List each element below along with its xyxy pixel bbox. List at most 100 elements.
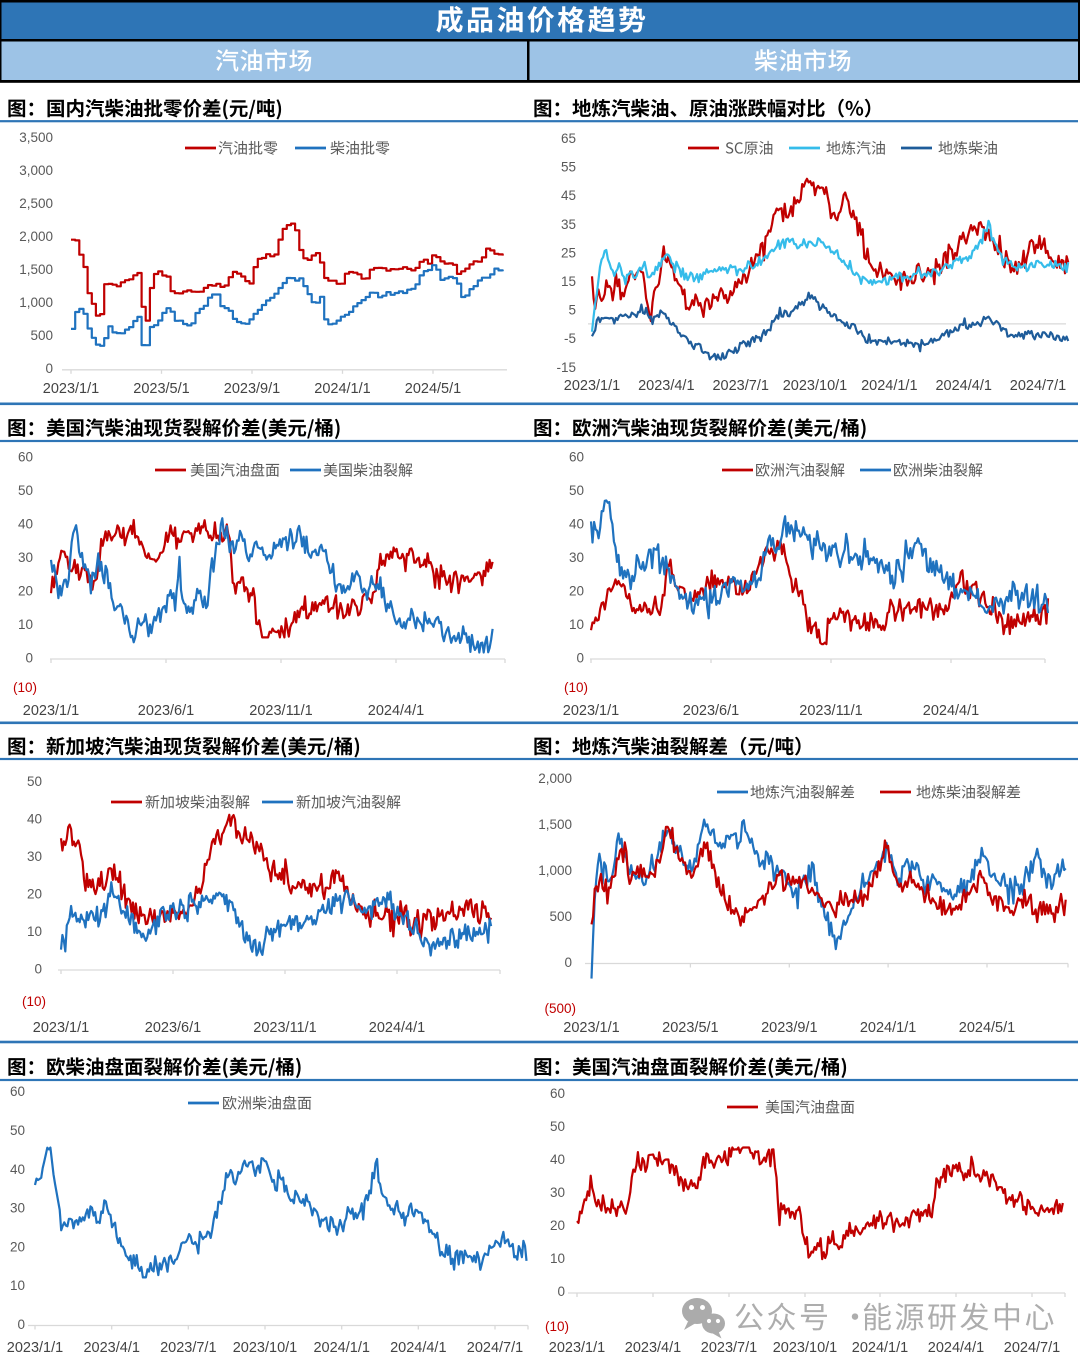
svg-text:3,000: 3,000 — [19, 163, 53, 178]
svg-text:60: 60 — [550, 1086, 565, 1101]
svg-text:2024/1/1: 2024/1/1 — [314, 381, 370, 397]
svg-text:2,000: 2,000 — [19, 229, 53, 244]
svg-text:15: 15 — [561, 274, 576, 289]
svg-text:40: 40 — [569, 517, 584, 532]
svg-text:(10): (10) — [22, 994, 46, 1009]
svg-text:(10): (10) — [13, 680, 37, 695]
svg-text:60: 60 — [10, 1084, 25, 1099]
svg-text:(500): (500) — [544, 1001, 576, 1016]
svg-text:40: 40 — [27, 812, 42, 827]
svg-text:2023/9/1: 2023/9/1 — [224, 381, 280, 397]
svg-text:2024/4/1: 2024/4/1 — [369, 1020, 425, 1036]
svg-text:2023/6/1: 2023/6/1 — [138, 703, 194, 719]
svg-text:2023/4/1: 2023/4/1 — [638, 378, 694, 394]
svg-text:2023/6/1: 2023/6/1 — [145, 1020, 201, 1036]
svg-text:2023/4/1: 2023/4/1 — [625, 1340, 681, 1356]
svg-text:2023/10/1: 2023/10/1 — [233, 1340, 298, 1356]
svg-text:0: 0 — [25, 651, 33, 666]
svg-text:20: 20 — [18, 584, 33, 599]
svg-text:2023/1/1: 2023/1/1 — [564, 378, 620, 394]
svg-text:0: 0 — [45, 361, 53, 376]
svg-text:1,000: 1,000 — [538, 863, 572, 878]
svg-text:2023/4/1: 2023/4/1 — [83, 1340, 139, 1356]
svg-text:1,500: 1,500 — [19, 262, 53, 277]
svg-text:2023/7/1: 2023/7/1 — [712, 378, 768, 394]
svg-text:2024/5/1: 2024/5/1 — [959, 1020, 1015, 1036]
svg-text:2,000: 2,000 — [538, 771, 572, 786]
svg-text:2024/7/1: 2024/7/1 — [1010, 378, 1066, 394]
svg-text:30: 30 — [27, 849, 42, 864]
svg-text:40: 40 — [10, 1162, 25, 1177]
svg-text:50: 50 — [10, 1123, 25, 1138]
svg-text:-5: -5 — [564, 331, 576, 346]
svg-text:30: 30 — [569, 550, 584, 565]
svg-text:2023/10/1: 2023/10/1 — [773, 1340, 838, 1356]
svg-text:20: 20 — [27, 887, 42, 902]
svg-text:2023/9/1: 2023/9/1 — [761, 1020, 817, 1036]
svg-text:2023/10/1: 2023/10/1 — [783, 378, 848, 394]
svg-text:(10): (10) — [545, 1319, 569, 1334]
svg-text:30: 30 — [10, 1201, 25, 1216]
svg-text:20: 20 — [550, 1218, 565, 1233]
svg-text:2024/7/1: 2024/7/1 — [1004, 1340, 1060, 1356]
svg-text:30: 30 — [550, 1185, 565, 1200]
svg-text:1,000: 1,000 — [19, 295, 53, 310]
svg-text:2023/1/1: 2023/1/1 — [7, 1340, 63, 1356]
svg-text:2023/11/1: 2023/11/1 — [799, 703, 862, 719]
svg-text:0: 0 — [576, 651, 584, 666]
svg-text:5: 5 — [568, 303, 576, 318]
svg-text:2024/4/1: 2024/4/1 — [923, 703, 979, 719]
svg-text:2023/11/1: 2023/11/1 — [249, 703, 312, 719]
svg-text:40: 40 — [18, 517, 33, 532]
svg-text:2023/1/1: 2023/1/1 — [549, 1340, 605, 1356]
svg-text:50: 50 — [550, 1119, 565, 1134]
svg-text:1,500: 1,500 — [538, 817, 572, 832]
svg-text:20: 20 — [569, 584, 584, 599]
svg-text:3,500: 3,500 — [19, 130, 53, 145]
svg-text:20: 20 — [10, 1239, 25, 1254]
svg-text:45: 45 — [561, 188, 576, 203]
svg-text:500: 500 — [30, 328, 53, 343]
svg-text:10: 10 — [10, 1278, 25, 1293]
svg-text:60: 60 — [18, 450, 33, 465]
svg-text:2024/1/1: 2024/1/1 — [860, 1020, 916, 1036]
svg-text:0: 0 — [17, 1317, 25, 1332]
svg-text:55: 55 — [561, 160, 576, 175]
svg-text:2023/7/1: 2023/7/1 — [160, 1340, 216, 1356]
svg-text:(10): (10) — [564, 680, 588, 695]
svg-text:50: 50 — [18, 483, 33, 498]
svg-text:2,500: 2,500 — [19, 196, 53, 211]
svg-text:10: 10 — [27, 924, 42, 939]
svg-text:2024/7/1: 2024/7/1 — [467, 1340, 523, 1356]
svg-text:0: 0 — [564, 955, 572, 970]
svg-text:2023/6/1: 2023/6/1 — [683, 703, 739, 719]
svg-text:2024/4/1: 2024/4/1 — [928, 1340, 984, 1356]
svg-text:0: 0 — [557, 1284, 565, 1299]
svg-text:2024/1/1: 2024/1/1 — [313, 1340, 369, 1356]
svg-text:2023/5/1: 2023/5/1 — [133, 381, 189, 397]
svg-text:2024/4/1: 2024/4/1 — [390, 1340, 446, 1356]
svg-text:2023/11/1: 2023/11/1 — [253, 1020, 316, 1036]
svg-text:2023/1/1: 2023/1/1 — [33, 1020, 89, 1036]
svg-text:30: 30 — [18, 550, 33, 565]
svg-text:2024/5/1: 2024/5/1 — [405, 381, 461, 397]
svg-text:2023/7/1: 2023/7/1 — [701, 1340, 757, 1356]
svg-text:25: 25 — [561, 245, 576, 260]
svg-text:2023/1/1: 2023/1/1 — [43, 381, 99, 397]
svg-text:50: 50 — [569, 483, 584, 498]
svg-text:60: 60 — [569, 450, 584, 465]
svg-text:2023/1/1: 2023/1/1 — [563, 703, 619, 719]
svg-text:-15: -15 — [556, 360, 576, 375]
svg-text:2024/4/1: 2024/4/1 — [935, 378, 991, 394]
svg-text:50: 50 — [27, 774, 42, 789]
svg-text:2024/1/1: 2024/1/1 — [861, 378, 917, 394]
svg-text:2023/1/1: 2023/1/1 — [23, 703, 79, 719]
svg-text:2023/1/1: 2023/1/1 — [563, 1020, 619, 1036]
svg-text:500: 500 — [549, 909, 572, 924]
svg-text:0: 0 — [34, 962, 42, 977]
svg-text:10: 10 — [569, 617, 584, 632]
svg-text:35: 35 — [561, 217, 576, 232]
svg-text:2024/1/1: 2024/1/1 — [852, 1340, 908, 1356]
svg-text:2024/4/1: 2024/4/1 — [368, 703, 424, 719]
svg-text:10: 10 — [550, 1251, 565, 1266]
